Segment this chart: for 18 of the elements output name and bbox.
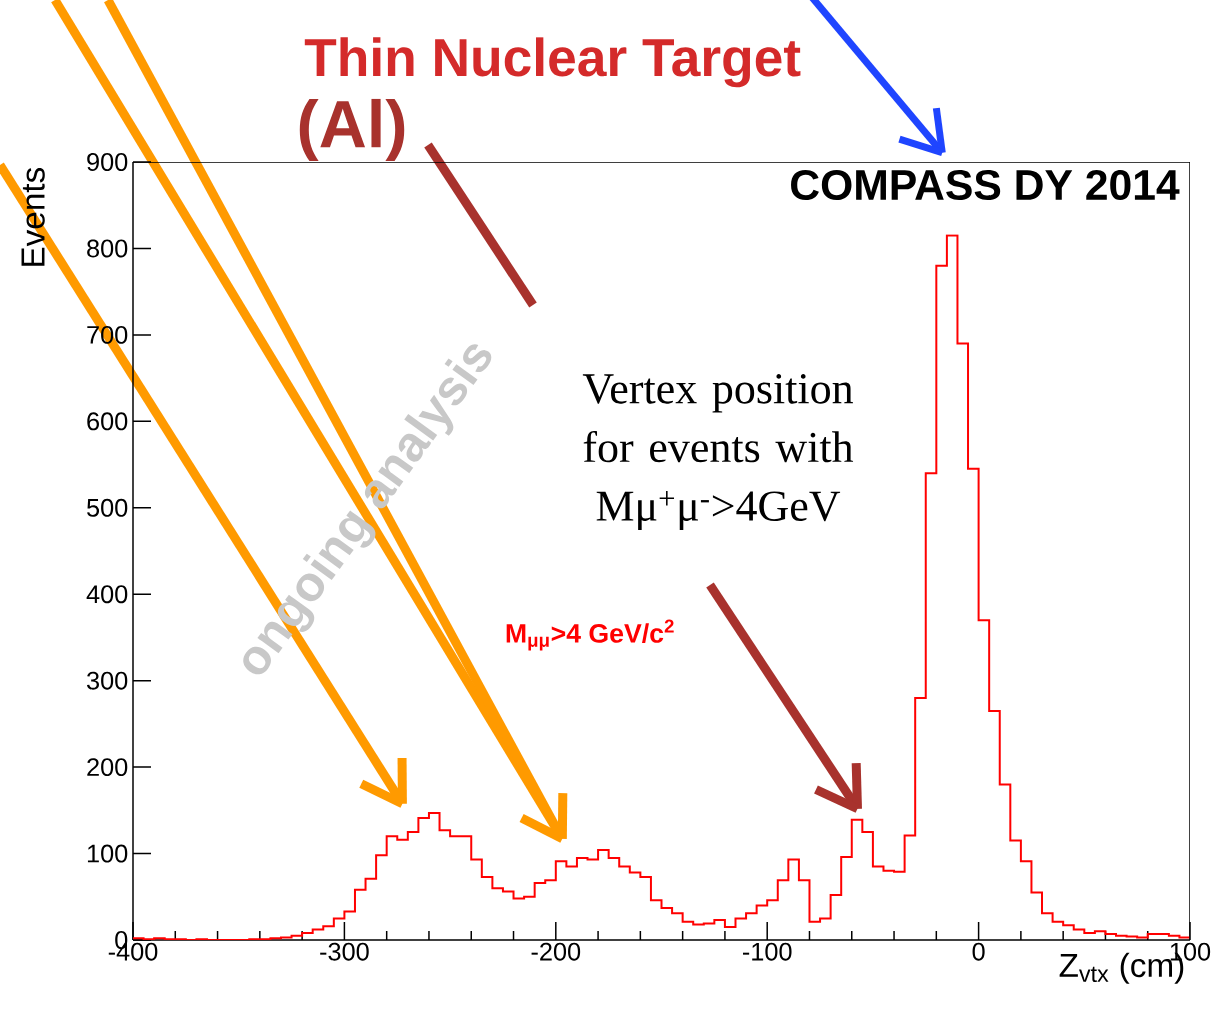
annotation: COMPASS DY 2014	[791, 169, 1180, 201]
x-tick-label: -100	[742, 942, 792, 961]
y-tick-label: 800	[87, 239, 128, 258]
y-tick-label: 500	[87, 498, 128, 517]
annotation: Vertex position for events with Mμ$^{+}$μ$^{-}$>4GeV	[582, 374, 854, 530]
y-tick-label: 900	[87, 153, 128, 171]
chart-title: Thin Nuclear Target	[304, 37, 801, 88]
x-tick-label: 0	[972, 942, 985, 961]
y-tick-label: 100	[87, 844, 128, 863]
y-axis-title: Events	[21, 167, 45, 266]
y-tick-label: 400	[86, 585, 128, 604]
x-tick-label: -200	[531, 942, 581, 961]
y-tick-label: 300	[86, 671, 128, 690]
x-tick-label: -300	[320, 942, 369, 961]
text: (Al)	[299, 98, 405, 162]
annotation: M$_{μμ}$>4 GeV/c$^{2}$	[506, 619, 674, 651]
y-tick-label: 200	[87, 758, 128, 777]
y-tick-label: 600	[87, 412, 128, 431]
